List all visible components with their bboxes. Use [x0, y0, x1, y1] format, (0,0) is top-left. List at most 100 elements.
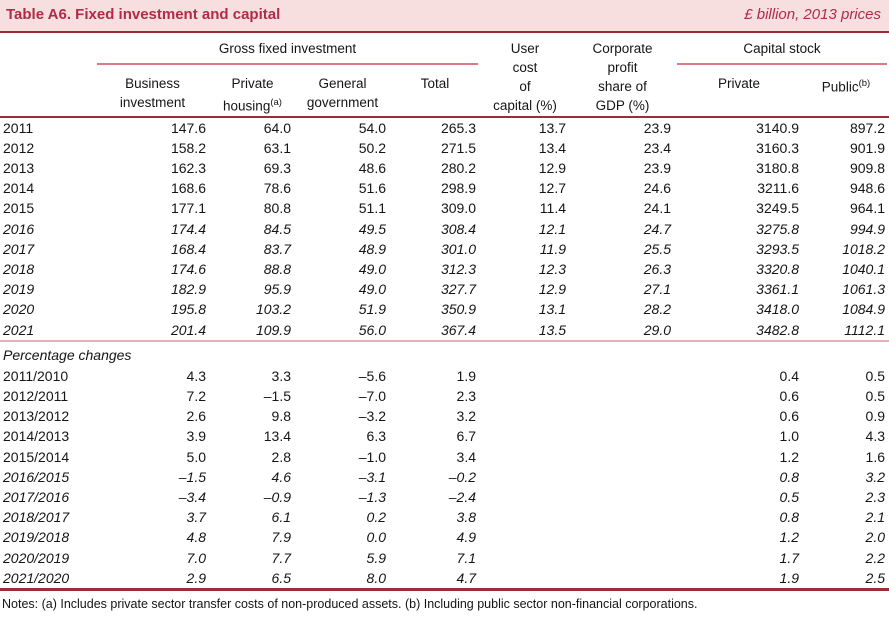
- cell-total: 1.9: [456, 367, 476, 384]
- cell-capital-private: 0.5: [779, 488, 799, 505]
- cell-private-housing: 80.8: [263, 200, 291, 217]
- cell-profit-share: 23.9: [643, 159, 671, 176]
- cell-profit-share: [570, 366, 675, 386]
- col-business-investment: Business investment: [119, 76, 186, 110]
- cell-business-investment: 174.6: [170, 260, 206, 277]
- table-row: 2017 168.4 83.7 48.9 301.0 11.9 25.5 329…: [0, 239, 889, 259]
- table-row: 2011/2010 4.3 3.3 –5.6 1.9 0.4 0.5: [0, 366, 889, 386]
- cell-business-investment: –3.4: [178, 488, 206, 505]
- cell-private-housing: 7.9: [271, 529, 291, 546]
- col-capital-private: Private: [717, 76, 761, 91]
- cell-capital-private: 3211.6: [757, 180, 799, 197]
- cell-user-cost: [480, 507, 570, 527]
- cell-business-investment: 7.0: [186, 549, 206, 566]
- table-row: 2018 174.6 88.8 49.0 312.3 12.3 26.3 332…: [0, 259, 889, 279]
- cell-user-cost: 12.7: [538, 180, 566, 197]
- cell-profit-share: [570, 548, 675, 568]
- cell-profit-share: 28.2: [643, 301, 671, 318]
- row-label: 2018/2017: [3, 509, 70, 526]
- cell-total: 3.2: [456, 408, 476, 425]
- table-row: 2018/2017 3.7 6.1 0.2 3.8 0.8 2.1: [0, 507, 889, 527]
- row-label: 2011: [3, 119, 34, 136]
- cell-total: 308.4: [440, 220, 476, 237]
- row-label: 2013: [3, 159, 35, 176]
- cell-total: 6.7: [456, 428, 476, 445]
- cell-profit-share: 24.6: [643, 180, 671, 197]
- cell-user-cost: 12.1: [538, 220, 566, 237]
- cell-capital-public: 2.2: [865, 549, 886, 566]
- footnote-marker-b: (b): [858, 78, 871, 89]
- table-row: 2019 182.9 95.9 49.0 327.7 12.9 27.1 336…: [0, 279, 889, 299]
- group-capital-stock: Capital stock: [675, 33, 889, 65]
- table-row: 2012/2011 7.2 –1.5 –7.0 2.3 0.6 0.5: [0, 386, 889, 406]
- table-title: Table A6. Fixed investment and capital: [6, 6, 281, 23]
- cell-total: 2.3: [456, 387, 476, 404]
- table-row: 2011 147.6 64.0 54.0 265.3 13.7 23.9 314…: [0, 117, 889, 138]
- cell-business-investment: 2.6: [186, 408, 206, 425]
- cell-general-government: 0.2: [366, 509, 386, 526]
- cell-business-investment: 3.9: [186, 428, 206, 445]
- cell-profit-share: 23.9: [643, 119, 671, 136]
- cell-general-government: 50.2: [358, 139, 386, 156]
- cell-private-housing: 3.3: [271, 367, 291, 384]
- cell-capital-public: 0.5: [865, 387, 886, 404]
- cell-user-cost: 13.4: [538, 139, 566, 156]
- cell-user-cost: 13.1: [538, 301, 566, 318]
- row-label: 2016: [3, 220, 35, 237]
- cell-general-government: –3.2: [358, 408, 386, 425]
- cell-capital-private: 0.8: [779, 509, 799, 526]
- cell-capital-private: 0.6: [779, 387, 799, 404]
- row-label: 2017: [3, 240, 35, 257]
- cell-capital-public: 909.8: [849, 159, 886, 176]
- cell-user-cost: 12.3: [538, 260, 566, 277]
- cell-capital-private: 3320.8: [756, 260, 799, 277]
- col-user-cost: User cost of capital (%): [493, 41, 557, 113]
- cell-user-cost: 11.4: [539, 200, 566, 217]
- cell-capital-private: 1.0: [779, 428, 799, 445]
- table-row: 2020/2019 7.0 7.7 5.9 7.1 1.7 2.2: [0, 548, 889, 568]
- cell-total: 265.3: [440, 119, 476, 136]
- cell-profit-share: [570, 507, 675, 527]
- cell-capital-public: 1.6: [865, 448, 886, 465]
- cell-capital-public: 1040.1: [842, 260, 886, 277]
- cell-profit-share: [570, 386, 675, 406]
- table-row: 2021 201.4 109.9 56.0 367.4 13.5 29.0 34…: [0, 320, 889, 341]
- row-label: 2013/2012: [3, 408, 70, 425]
- cell-user-cost: [480, 426, 570, 446]
- sub-header-row: Business investment Private housing(a) G…: [0, 65, 889, 117]
- cell-profit-share: 25.5: [643, 240, 671, 257]
- cell-general-government: 0.0: [366, 529, 386, 546]
- cell-profit-share: [570, 426, 675, 446]
- cell-general-government: 51.1: [358, 200, 386, 217]
- cell-capital-public: 1061.3: [842, 281, 886, 298]
- cell-profit-share: 24.1: [643, 200, 671, 217]
- cell-total: 312.3: [440, 260, 476, 277]
- cell-private-housing: 84.5: [263, 220, 291, 237]
- table-row: 2013/2012 2.6 9.8 –3.2 3.2 0.6 0.9: [0, 406, 889, 426]
- col-general-government: General government: [306, 76, 379, 110]
- pct-section-header-row: Percentage changes: [0, 345, 889, 366]
- cell-general-government: –1.0: [358, 448, 386, 465]
- cell-business-investment: 3.7: [186, 509, 206, 526]
- cell-private-housing: –0.9: [263, 488, 291, 505]
- cell-general-government: 51.9: [358, 301, 386, 318]
- table-row: 2014/2013 3.9 13.4 6.3 6.7 1.0 4.3: [0, 426, 889, 446]
- cell-profit-share: 29.0: [643, 321, 671, 338]
- cell-capital-private: 3140.9: [756, 119, 799, 136]
- cell-private-housing: 6.1: [271, 509, 291, 526]
- table-row: 2016/2015 –1.5 4.6 –3.1 –0.2 0.8 3.2: [0, 467, 889, 487]
- levels-body: 2011 147.6 64.0 54.0 265.3 13.7 23.9 314…: [0, 117, 889, 341]
- cell-capital-public: 2.3: [865, 488, 886, 505]
- row-label: 2021: [3, 321, 35, 338]
- cell-capital-public: 0.9: [865, 408, 886, 425]
- cell-private-housing: 103.2: [255, 301, 291, 318]
- col-corporate-profit: Corporate profit share of GDP (%): [592, 41, 653, 113]
- cell-general-government: 51.6: [358, 180, 386, 197]
- cell-total: 309.0: [440, 200, 476, 217]
- cell-general-government: –3.1: [358, 468, 386, 485]
- cell-capital-public: 1112.1: [844, 321, 886, 338]
- cell-capital-public: 897.2: [849, 119, 886, 136]
- row-label: 2011/2010: [3, 367, 69, 384]
- cell-capital-public: 2.0: [865, 529, 886, 546]
- cell-general-government: 48.6: [358, 159, 386, 176]
